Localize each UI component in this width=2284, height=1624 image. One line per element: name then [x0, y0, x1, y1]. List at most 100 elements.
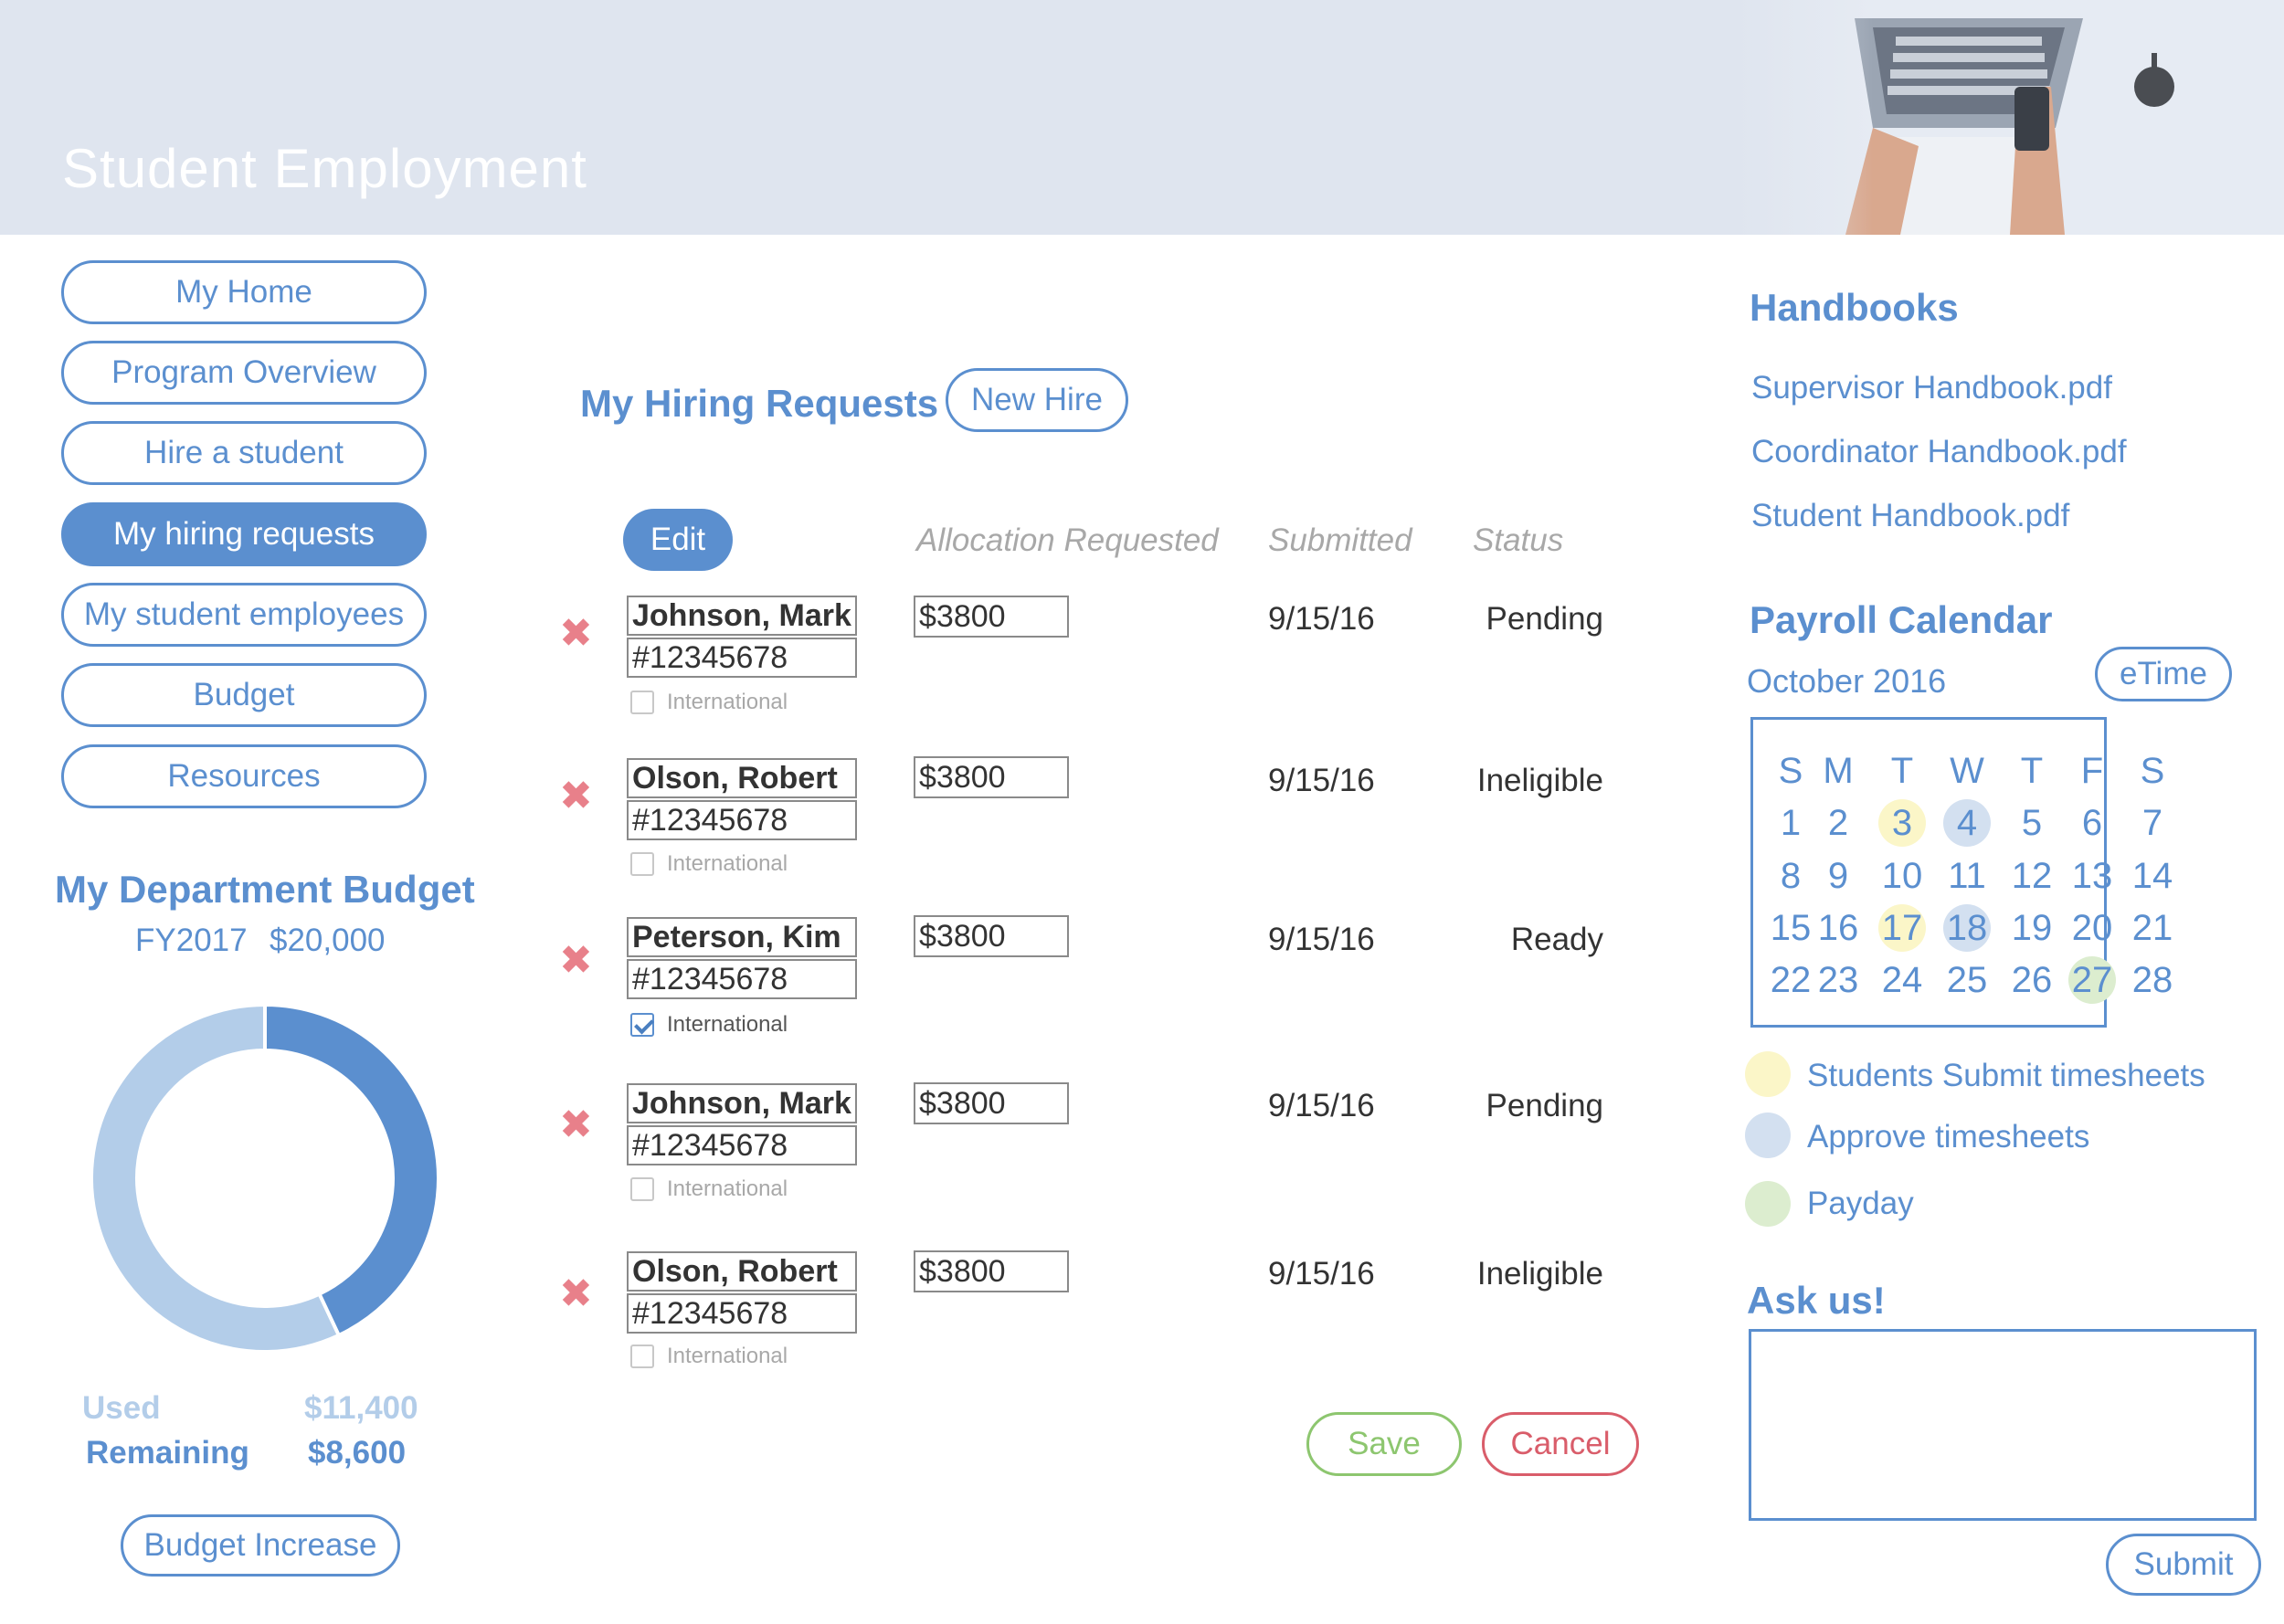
- calendar-day[interactable]: 4: [1956, 802, 1978, 843]
- handbooks-title: Handbooks: [1750, 286, 1959, 329]
- hiring-requests-title: My Hiring Requests: [580, 382, 939, 425]
- calendar-day[interactable]: 15: [1770, 907, 1812, 948]
- allocation-field[interactable]: $3800: [914, 1250, 1069, 1292]
- laptop-hands-photo: [1736, 0, 2284, 235]
- student-id-field[interactable]: #12345678: [627, 959, 857, 999]
- submitted-date: 9/15/16: [1268, 601, 1375, 637]
- legend-dot-approve: [1745, 1113, 1791, 1158]
- calendar-day[interactable]: 27: [2071, 959, 2113, 1000]
- submitted-date: 9/15/16: [1268, 922, 1375, 957]
- nav-my-hiring-requests[interactable]: My hiring requests: [61, 502, 427, 566]
- calendar-highlight-payday: [2068, 956, 2116, 1004]
- allocation-field[interactable]: $3800: [914, 1082, 1069, 1124]
- close-icon[interactable]: ✖: [559, 1102, 593, 1147]
- student-id-field[interactable]: #12345678: [627, 800, 857, 840]
- calendar-weekday: S: [1778, 750, 1803, 791]
- student-name-field[interactable]: Johnson, Mark: [627, 1083, 857, 1123]
- international-checkbox[interactable]: International: [630, 1176, 788, 1203]
- calendar-day[interactable]: 16: [1817, 907, 1859, 948]
- calendar-weekday: M: [1823, 750, 1854, 791]
- save-button[interactable]: Save: [1306, 1412, 1462, 1476]
- budget-total: $20,000: [270, 923, 386, 958]
- calendar-day[interactable]: 13: [2071, 855, 2113, 896]
- calendar-day[interactable]: 24: [1881, 959, 1923, 1000]
- calendar-day[interactable]: 23: [1817, 959, 1859, 1000]
- calendar-day[interactable]: 10: [1881, 855, 1923, 896]
- nav-hire-a-student[interactable]: Hire a student: [61, 421, 427, 485]
- calendar-day[interactable]: 20: [2071, 907, 2113, 948]
- coordinator-handbook-link[interactable]: Coordinator Handbook.pdf: [1751, 434, 2127, 469]
- international-label: International: [667, 851, 788, 876]
- student-id-field[interactable]: #12345678: [627, 1293, 857, 1334]
- calendar-day[interactable]: 14: [2131, 855, 2173, 896]
- checkbox-box[interactable]: [630, 1177, 654, 1201]
- close-icon[interactable]: ✖: [559, 938, 593, 983]
- payroll-calendar-title: Payroll Calendar: [1750, 598, 2053, 641]
- student-id-field[interactable]: #12345678: [627, 1125, 857, 1165]
- calendar-day[interactable]: 7: [2141, 802, 2163, 843]
- edit-button[interactable]: Edit: [623, 509, 733, 571]
- allocation-field[interactable]: $3800: [914, 756, 1069, 798]
- calendar-day[interactable]: 28: [2131, 959, 2173, 1000]
- calendar-day[interactable]: 2: [1827, 802, 1849, 843]
- student-handbook-link[interactable]: Student Handbook.pdf: [1751, 498, 2070, 533]
- calendar-day[interactable]: 3: [1891, 802, 1913, 843]
- calendar-weekday: W: [1950, 750, 1984, 791]
- student-name-field[interactable]: Johnson, Mark: [627, 596, 857, 636]
- calendar-day[interactable]: 25: [1946, 959, 1988, 1000]
- calendar-day[interactable]: 18: [1946, 907, 1988, 948]
- international-checkbox[interactable]: International: [630, 689, 788, 716]
- checkbox-box[interactable]: [630, 691, 654, 714]
- calendar-highlight-approve: [1943, 904, 1991, 952]
- submit-button[interactable]: Submit: [2106, 1534, 2261, 1596]
- new-hire-button[interactable]: New Hire: [946, 368, 1128, 432]
- nav-my-student-employees[interactable]: My student employees: [61, 583, 427, 647]
- etime-button[interactable]: eTime: [2095, 647, 2232, 701]
- calendar-day[interactable]: 11: [1948, 855, 1986, 896]
- international-checkbox[interactable]: International: [630, 1011, 788, 1039]
- nav-budget[interactable]: Budget: [61, 663, 427, 727]
- calendar-day[interactable]: 9: [1827, 855, 1849, 896]
- nav-resources[interactable]: Resources: [61, 744, 427, 808]
- nav-program-overview[interactable]: Program Overview: [61, 341, 427, 405]
- status-text: Pending: [1486, 1088, 1603, 1123]
- column-header-status: Status: [1473, 522, 1564, 558]
- calendar-day[interactable]: 8: [1780, 855, 1802, 896]
- ask-us-textarea[interactable]: [1749, 1329, 2257, 1521]
- submitted-date: 9/15/16: [1268, 763, 1375, 798]
- nav-my-home[interactable]: My Home: [61, 260, 427, 324]
- student-name-field[interactable]: Peterson, Kim: [627, 917, 857, 957]
- legend-approve-label: Approve timesheets: [1807, 1119, 2090, 1155]
- calendar-day[interactable]: 1: [1780, 802, 1802, 843]
- calendar-day[interactable]: 22: [1770, 959, 1812, 1000]
- submitted-date: 9/15/16: [1268, 1256, 1375, 1292]
- calendar-day[interactable]: 6: [2081, 802, 2103, 843]
- calendar-day[interactable]: 5: [2021, 802, 2043, 843]
- close-icon[interactable]: ✖: [559, 611, 593, 656]
- checkbox-box[interactable]: [630, 1345, 654, 1368]
- budget-used-label: Used: [82, 1390, 161, 1426]
- student-name-field[interactable]: Olson, Robert: [627, 1251, 857, 1292]
- calendar-day[interactable]: 19: [2011, 907, 2053, 948]
- checkbox-box[interactable]: [630, 852, 654, 876]
- international-label: International: [667, 1344, 788, 1368]
- calendar-day[interactable]: 21: [2131, 907, 2173, 948]
- calendar-day[interactable]: 12: [2011, 855, 2053, 896]
- legend-submit-label: Students Submit timesheets: [1807, 1058, 2205, 1093]
- check-icon[interactable]: [630, 1013, 654, 1037]
- international-checkbox[interactable]: International: [630, 1343, 788, 1370]
- close-icon[interactable]: ✖: [559, 774, 593, 818]
- calendar-day[interactable]: 17: [1881, 907, 1923, 948]
- close-icon[interactable]: ✖: [559, 1271, 593, 1316]
- international-checkbox[interactable]: International: [630, 850, 788, 878]
- status-text: Pending: [1486, 601, 1603, 637]
- calendar-highlight-submit: [1878, 904, 1926, 952]
- budget-increase-button[interactable]: Budget Increase: [121, 1514, 400, 1577]
- allocation-field[interactable]: $3800: [914, 915, 1069, 957]
- supervisor-handbook-link[interactable]: Supervisor Handbook.pdf: [1751, 370, 2112, 406]
- student-id-field[interactable]: #12345678: [627, 638, 857, 678]
- student-name-field[interactable]: Olson, Robert: [627, 758, 857, 798]
- calendar-day[interactable]: 26: [2011, 959, 2053, 1000]
- allocation-field[interactable]: $3800: [914, 596, 1069, 638]
- cancel-button[interactable]: Cancel: [1482, 1412, 1639, 1476]
